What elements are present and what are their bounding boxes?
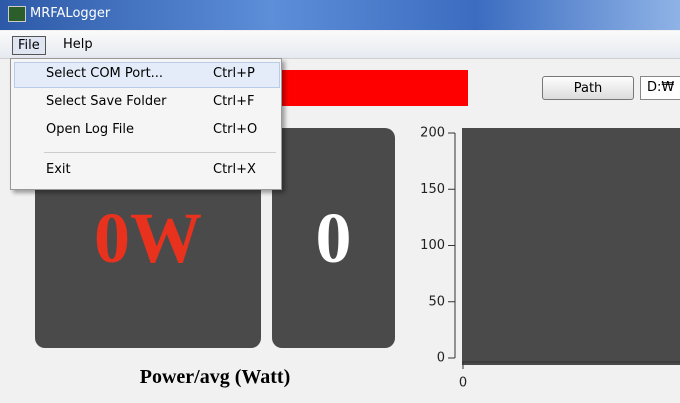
title-bar: [0, 0, 680, 30]
y-tick-label: 200: [420, 126, 445, 141]
menu-bar: [0, 31, 680, 59]
status-bar: [270, 70, 468, 106]
menu-shortcut: Ctrl+X: [213, 162, 256, 177]
plot: 0 50 100 150 200 0: [420, 126, 680, 391]
menu-shortcut: Ctrl+F: [213, 94, 255, 109]
menu-option[interactable]: Exit: [46, 162, 71, 177]
y-tick-label: 150: [420, 182, 445, 197]
menu-option[interactable]: Open Log File: [46, 122, 134, 137]
window-title: MRFALogger: [30, 6, 111, 21]
menu-shortcut: Ctrl+O: [213, 122, 258, 137]
avg-panel: 0: [272, 128, 395, 348]
menu-help[interactable]: Help: [63, 37, 93, 52]
app-icon: [8, 6, 26, 22]
menu-option[interactable]: Select COM Port...: [46, 66, 164, 81]
menu-file[interactable]: File: [12, 36, 46, 55]
path-field[interactable]: D:₩: [640, 76, 680, 100]
menu-highlight: [14, 62, 280, 88]
menu-separator: [44, 152, 276, 153]
x-tick-label: 0: [459, 376, 467, 391]
y-tick-label: 50: [428, 294, 445, 309]
menu-shortcut: Ctrl+P: [213, 66, 255, 81]
panel-caption: Power/avg (Watt): [139, 366, 291, 388]
path-button[interactable]: Path: [542, 76, 634, 100]
y-tick-label: 0: [437, 351, 445, 366]
plot-area: [462, 128, 680, 365]
menu-option[interactable]: Select Save Folder: [46, 94, 167, 109]
y-tick-label: 100: [420, 238, 445, 253]
